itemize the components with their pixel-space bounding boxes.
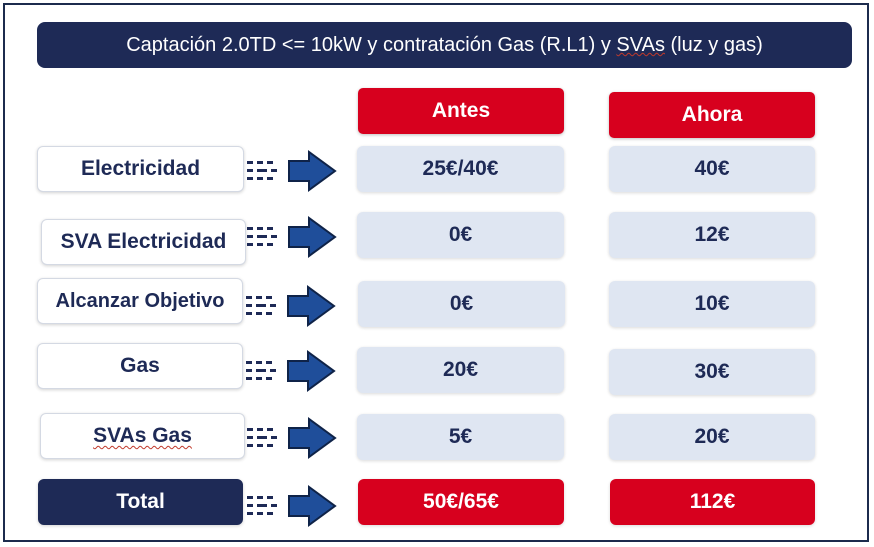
row-label-alcanzar-objetivo: Alcanzar Objetivo [37, 278, 243, 324]
title-prefix: Captación 2.0TD <= 10kW y contratación G… [126, 34, 617, 56]
row-label-sva-electricidad: SVA Electricidad [41, 219, 246, 265]
title-suffix: (luz y gas) [664, 34, 763, 56]
slide-frame [3, 3, 869, 542]
dashed-right-arrow-icon [247, 150, 337, 192]
row-label-svas-gas: SVAs Gas [40, 413, 245, 459]
svas-gas-text: SVAs Gas [93, 424, 192, 447]
title-svas: SVAs [616, 34, 665, 56]
ahora-value-total: 112€ [610, 479, 815, 525]
ahora-value-electricidad: 40€ [609, 146, 815, 192]
antes-value-alcanzar-objetivo: 0€ [358, 281, 565, 327]
antes-value-electricidad: 25€/40€ [357, 146, 564, 192]
dashed-right-arrow-icon [246, 285, 336, 327]
dashed-right-arrow-icon [247, 485, 337, 527]
antes-value-sva-electricidad: 0€ [357, 212, 564, 258]
dashed-right-arrow-icon [247, 216, 337, 258]
antes-value-total: 50€/65€ [358, 479, 564, 525]
dashed-right-arrow-icon [246, 350, 336, 392]
ahora-value-svas-gas: 20€ [609, 414, 815, 460]
antes-value-svas-gas: 5€ [357, 414, 564, 460]
header-antes: Antes [358, 88, 564, 134]
row-label-gas: Gas [37, 343, 243, 389]
slide-title: Captación 2.0TD <= 10kW y contratación G… [37, 22, 852, 68]
row-label-total: Total [38, 479, 243, 525]
ahora-value-alcanzar-objetivo: 10€ [609, 281, 815, 327]
ahora-value-gas: 30€ [609, 349, 815, 395]
ahora-value-sva-electricidad: 12€ [609, 212, 815, 258]
header-ahora: Ahora [609, 92, 815, 138]
antes-value-gas: 20€ [357, 347, 564, 393]
row-label-electricidad: Electricidad [37, 146, 244, 192]
dashed-right-arrow-icon [247, 417, 337, 459]
